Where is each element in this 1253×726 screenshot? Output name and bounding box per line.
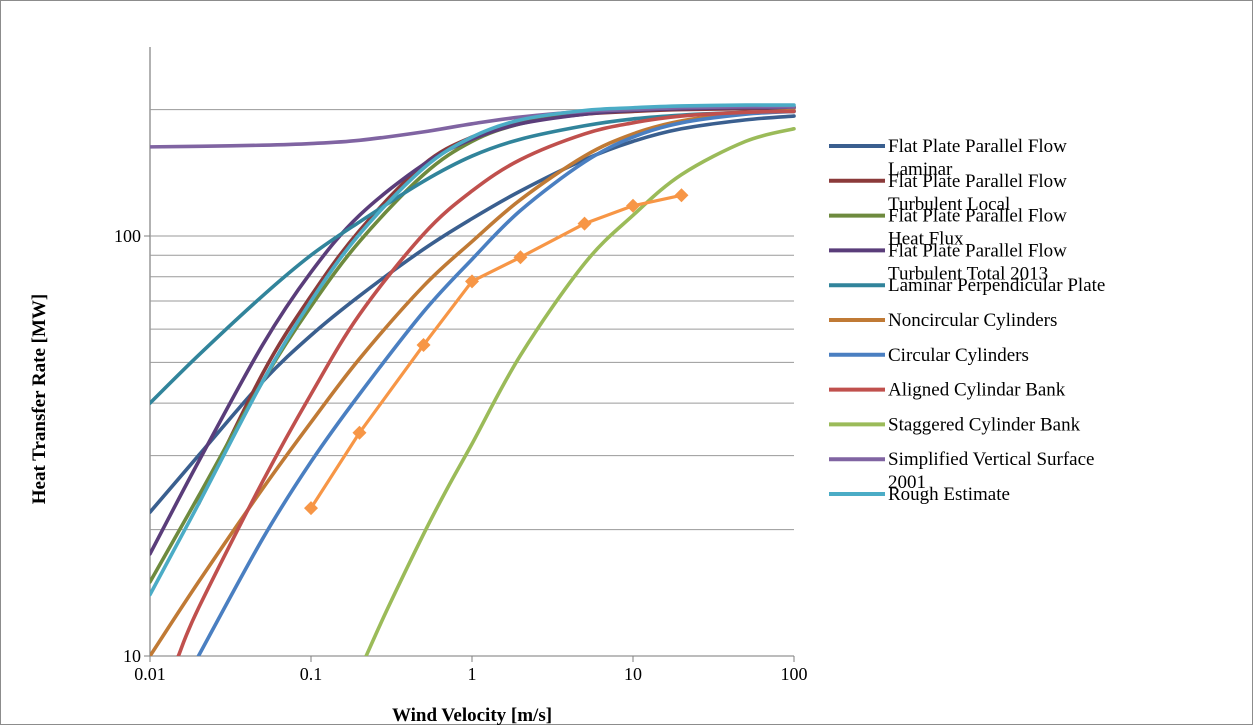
x-tick-label: 0.1 bbox=[300, 664, 323, 684]
legend-label: Flat Plate Parallel Flow bbox=[888, 136, 1067, 157]
data-point-marker bbox=[416, 338, 431, 353]
legend-label: Turbulent Total 2013 bbox=[888, 263, 1048, 284]
legend-label: Flat Plate Parallel Flow bbox=[888, 206, 1067, 227]
legend-label: Staggered Cylinder Bank bbox=[888, 414, 1081, 435]
x-axis-title: Wind Velocity [m/s] bbox=[392, 705, 552, 726]
legend-label: Laminar bbox=[888, 159, 953, 180]
x-tick-label: 1 bbox=[468, 664, 477, 684]
data-point-marker bbox=[352, 425, 367, 440]
series-line-flat-plate-parallel-flow-laminar bbox=[150, 114, 796, 514]
series-line-unnamed-11 bbox=[309, 193, 682, 509]
series-line-rough-estimate bbox=[150, 103, 796, 597]
series-line-aligned-cylindar-bank bbox=[176, 109, 796, 656]
legend-label: Turbulent Local bbox=[888, 194, 1010, 215]
x-tick-label: 100 bbox=[781, 664, 808, 684]
data-point-marker bbox=[304, 501, 318, 516]
legend-item: Staggered Cylinder Bank bbox=[829, 414, 1081, 435]
legend-label: Flat Plate Parallel Flow bbox=[888, 171, 1067, 192]
data-point-marker bbox=[577, 216, 592, 231]
y-axis-title: Heat Transfer Rate [MW] bbox=[29, 294, 50, 505]
data-point-marker bbox=[465, 274, 479, 289]
legend-label: Flat Plate Parallel Flow bbox=[888, 240, 1067, 261]
data-point-marker bbox=[513, 250, 528, 265]
y-tick-label: 100 bbox=[114, 226, 141, 246]
legend-label: Noncircular Cylinders bbox=[888, 310, 1057, 331]
legend-label: Laminar Perpendicular Plate bbox=[888, 275, 1105, 296]
legend-item: Noncircular Cylinders bbox=[829, 310, 1057, 331]
series-line-flat-plate-parallel-flow-turbulent-total-2013 bbox=[150, 105, 796, 556]
legend-item: Laminar Perpendicular Plate bbox=[829, 275, 1105, 296]
data-point-marker bbox=[626, 198, 640, 213]
data-point-marker bbox=[674, 188, 689, 203]
x-tick-label: 10 bbox=[624, 664, 642, 684]
series-line-circular-cylinders bbox=[196, 109, 796, 656]
y-tick-label: 10 bbox=[123, 646, 141, 666]
legend-label: Circular Cylinders bbox=[888, 345, 1029, 366]
legend-label: Heat Flux bbox=[888, 229, 964, 250]
legend-label: Rough Estimate bbox=[888, 484, 1010, 505]
legend-item: Rough Estimate bbox=[829, 484, 1010, 505]
legend-item: Circular Cylinders bbox=[829, 345, 1029, 366]
x-tick-label: 0.01 bbox=[134, 664, 166, 684]
legend-label: 2001 bbox=[888, 472, 926, 493]
legend-label: Aligned Cylindar Bank bbox=[888, 380, 1066, 401]
legend-label: Simplified Vertical Surface bbox=[888, 449, 1094, 470]
series-line-staggered-cylinder-bank bbox=[364, 126, 796, 656]
legend-item: Aligned Cylindar Bank bbox=[829, 380, 1066, 401]
